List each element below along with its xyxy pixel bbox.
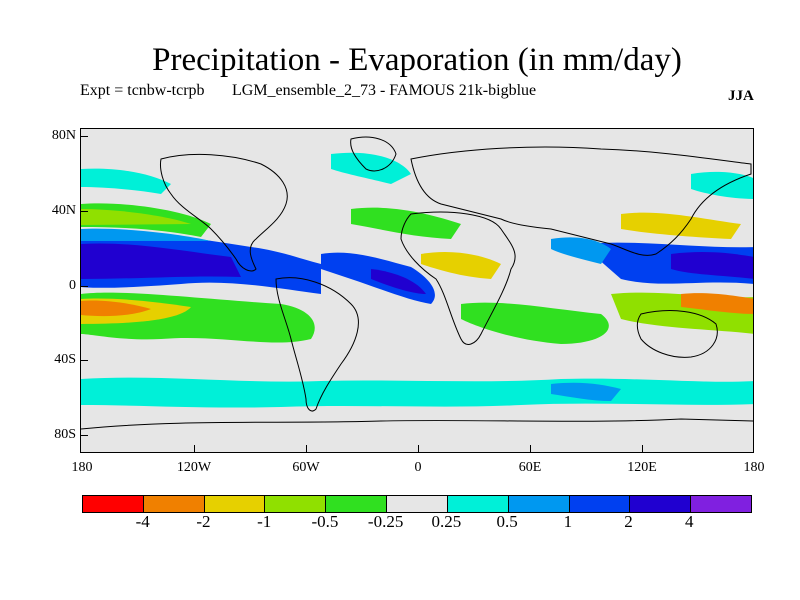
north-atlantic-storm-track bbox=[331, 152, 411, 184]
lon-label-120e: 120E bbox=[627, 460, 657, 475]
east-asia-dry-zone bbox=[621, 212, 741, 239]
colorbar-label: 0.5 bbox=[496, 512, 518, 531]
antarctica-outline bbox=[81, 418, 753, 430]
lon-tick bbox=[642, 445, 643, 453]
lat-tick bbox=[80, 211, 88, 212]
north-atlantic-dry-zone bbox=[351, 207, 461, 239]
australia-outline bbox=[636, 310, 718, 358]
colorbar-segment bbox=[508, 496, 570, 512]
lat-label-0: 0 bbox=[69, 278, 76, 293]
colorbar-segment bbox=[387, 496, 448, 512]
eurasia-outline bbox=[410, 146, 752, 256]
southern-ocean-band bbox=[81, 377, 753, 408]
figure-title: Precipitation - Evaporation (in mm/day) bbox=[152, 42, 682, 78]
southern-ocean-max bbox=[551, 382, 621, 401]
lat-label-40s: 40S bbox=[54, 352, 76, 367]
lon-tick bbox=[530, 445, 531, 453]
precip-evap-field bbox=[81, 136, 753, 430]
lon-tick bbox=[418, 445, 419, 453]
lon-label-180w: 180 bbox=[71, 460, 93, 475]
lon-label-120w: 120W bbox=[176, 460, 212, 475]
lat-tick bbox=[80, 286, 88, 287]
colorbar-segment bbox=[691, 496, 751, 512]
south-america-outline bbox=[275, 277, 359, 412]
colorbar-label: -0.5 bbox=[311, 512, 339, 531]
lon-label-60e: 60E bbox=[518, 460, 542, 475]
experiment-label: Expt = tcnbw-tcrpb bbox=[80, 82, 205, 99]
lon-label-0: 0 bbox=[414, 460, 422, 475]
greenland-outline bbox=[350, 136, 397, 172]
colorbar-segment bbox=[265, 496, 327, 512]
colorbar-segment bbox=[204, 496, 266, 512]
lon-label-60w: 60W bbox=[292, 460, 320, 475]
atlantic-itcz-core bbox=[371, 269, 426, 294]
lon-tick bbox=[194, 445, 195, 453]
season-label: JJA bbox=[728, 88, 754, 104]
colorbar-label: 1 bbox=[563, 512, 573, 531]
warm-pool-core bbox=[671, 252, 753, 279]
colorbar-label: -0.25 bbox=[367, 512, 404, 531]
africa-outline bbox=[400, 211, 516, 345]
pacific-itcz-fringe bbox=[81, 228, 211, 241]
lat-tick bbox=[80, 136, 88, 137]
lat-tick bbox=[80, 435, 88, 436]
lon-tick bbox=[306, 445, 307, 453]
colorbar-segment bbox=[326, 496, 388, 512]
lat-label-80s: 80S bbox=[54, 427, 76, 442]
lon-label-180e: 180 bbox=[743, 460, 765, 475]
sahel-dry-zone bbox=[421, 252, 501, 279]
colorbar-label: 2 bbox=[624, 512, 633, 531]
colorbar-label: 0.25 bbox=[431, 512, 462, 531]
colorbar-label: -1 bbox=[257, 512, 272, 531]
ensemble-label: LGM_ensemble_2_73 - FAMOUS 21k-bigblue bbox=[232, 82, 537, 99]
indian-monsoon-fringe bbox=[551, 237, 611, 264]
colorbar-segment bbox=[447, 496, 509, 512]
lat-label-40n: 40N bbox=[51, 203, 76, 218]
colorbar-segment bbox=[143, 496, 205, 512]
colorbar-segment bbox=[569, 496, 631, 512]
west-pacific-dry-zone bbox=[681, 293, 753, 314]
colorbar bbox=[82, 495, 752, 513]
north-america-outline bbox=[160, 153, 288, 272]
colorbar-segment bbox=[630, 496, 692, 512]
lat-label-80n: 80N bbox=[51, 128, 76, 143]
map-panel bbox=[80, 128, 754, 453]
north-pacific-dry-core bbox=[81, 209, 191, 225]
colorbar-segment bbox=[83, 496, 144, 512]
lat-tick bbox=[80, 360, 88, 361]
pacific-itcz-core bbox=[81, 243, 241, 279]
colorbar-label: -2 bbox=[196, 512, 211, 531]
north-pacific-storm-track bbox=[81, 168, 171, 194]
indian-ocean-dry-zone bbox=[461, 302, 609, 344]
southeast-pacific-max bbox=[81, 300, 151, 317]
colorbar-label: -4 bbox=[135, 512, 150, 531]
colorbar-label: 4 bbox=[685, 512, 694, 531]
